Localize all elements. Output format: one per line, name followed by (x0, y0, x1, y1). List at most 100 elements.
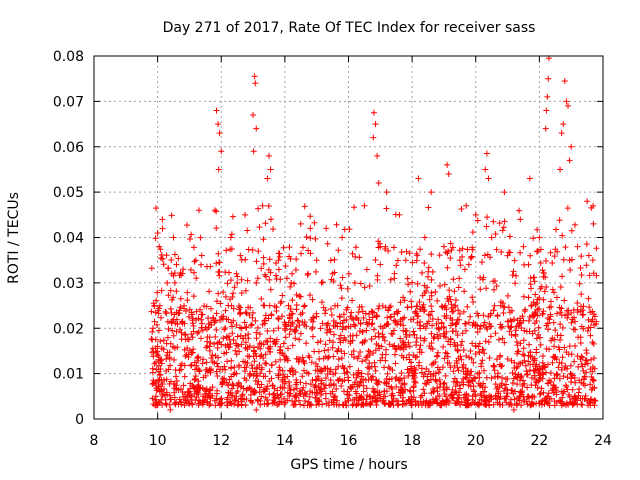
data-point (254, 275, 261, 282)
data-point (346, 363, 353, 370)
data-point (340, 323, 347, 330)
data-point (263, 360, 270, 367)
data-point (343, 324, 350, 331)
data-point (204, 368, 211, 375)
data-point (482, 338, 489, 345)
data-point (366, 316, 373, 323)
data-point (334, 348, 341, 355)
data-point (191, 258, 198, 265)
data-point (376, 303, 383, 310)
data-point (213, 208, 220, 215)
data-point (228, 245, 235, 252)
data-point (177, 326, 184, 333)
data-point (381, 400, 388, 407)
data-point (270, 226, 277, 233)
data-point (177, 295, 184, 302)
data-point (540, 371, 547, 378)
data-point (513, 338, 520, 345)
data-point (549, 286, 556, 293)
data-point (305, 352, 312, 359)
data-point (284, 357, 291, 364)
data-point (537, 246, 544, 253)
data-point (557, 309, 564, 316)
data-point (258, 295, 265, 302)
data-point (164, 334, 171, 341)
data-point (574, 309, 581, 316)
data-point (344, 285, 351, 292)
data-point (418, 349, 425, 356)
data-point (580, 367, 587, 374)
data-point (565, 307, 572, 314)
data-point (428, 308, 435, 315)
data-point (172, 373, 179, 380)
data-point (289, 297, 296, 304)
x-tick-labels: 8 10 12 14 16 18 20 22 24 (90, 433, 612, 449)
data-point (501, 304, 508, 311)
data-point (293, 306, 300, 313)
data-point (171, 311, 178, 318)
data-point (236, 306, 243, 313)
data-point (171, 394, 178, 401)
data-point (582, 357, 589, 364)
data-point (276, 364, 283, 371)
data-point (207, 367, 214, 374)
data-point (547, 298, 554, 305)
data-point (531, 311, 538, 318)
data-point (351, 204, 358, 211)
data-point (477, 286, 484, 293)
data-point (337, 282, 344, 289)
data-point (463, 327, 470, 334)
data-point (343, 306, 350, 313)
data-point (430, 335, 437, 342)
data-point (390, 244, 397, 251)
y-tick-labels: 0 0.01 0.02 0.03 0.04 0.05 0.06 0.07 0.08 (53, 49, 84, 428)
data-point (456, 247, 463, 254)
data-point (213, 225, 220, 232)
data-point (167, 287, 174, 294)
y-tick-label: 0.03 (53, 276, 84, 292)
data-point (193, 394, 200, 401)
data-point (275, 374, 282, 381)
data-point (263, 273, 270, 280)
data-point (217, 300, 224, 307)
data-point (251, 368, 258, 375)
data-point (403, 334, 410, 341)
data-point (478, 360, 485, 367)
data-point (392, 351, 399, 358)
data-point (501, 339, 508, 346)
data-point (396, 211, 403, 218)
data-point (264, 175, 271, 182)
data-point (189, 317, 196, 324)
data-point (372, 333, 379, 340)
data-point (299, 244, 306, 251)
data-point (255, 205, 262, 212)
data-point (561, 388, 568, 395)
data-point (175, 387, 182, 394)
data-point (553, 372, 560, 379)
data-point (437, 402, 444, 409)
data-point (349, 297, 356, 304)
data-point (382, 357, 389, 364)
data-point (295, 355, 302, 362)
data-point (243, 364, 250, 371)
data-point (189, 401, 196, 408)
data-point (485, 313, 492, 320)
data-point (212, 402, 219, 409)
data-point (391, 317, 398, 324)
data-point (469, 399, 476, 406)
data-point (499, 335, 506, 342)
data-point (529, 361, 536, 368)
data-point (179, 270, 186, 277)
data-point (522, 362, 529, 369)
data-point (491, 278, 498, 285)
data-point (417, 246, 424, 253)
data-point (351, 279, 358, 286)
data-point (356, 254, 363, 261)
data-point (327, 305, 334, 312)
data-point (504, 252, 511, 259)
data-point (263, 337, 270, 344)
data-point (281, 380, 288, 387)
data-point (372, 394, 379, 401)
data-point (322, 395, 329, 402)
data-point (577, 340, 584, 347)
